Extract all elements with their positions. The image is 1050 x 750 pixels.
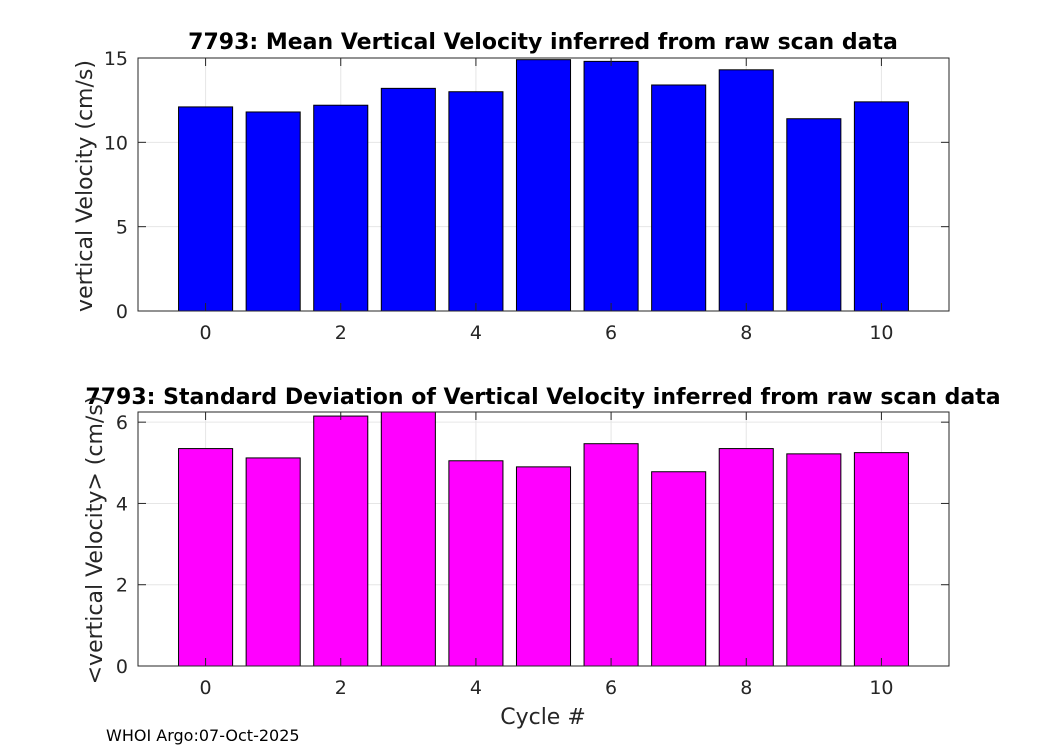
y-tick-label: 6 [116, 412, 128, 434]
bar-cycle-2 [313, 415, 369, 667]
bar-cycle-7 [651, 84, 707, 312]
bar-cycle-0 [178, 448, 234, 667]
bar-cycle-4 [448, 91, 504, 312]
y-tick-label: 2 [116, 575, 128, 597]
bar-cycle-10 [853, 101, 909, 312]
bar-cycle-1 [245, 457, 301, 667]
y-axis-label: vertical Velocity (cm/s) [73, 60, 98, 312]
bar-cycle-8 [718, 69, 774, 312]
y-tick-label: 0 [116, 301, 128, 323]
x-tick-label: 8 [740, 322, 752, 344]
x-tick-label: 2 [335, 677, 347, 699]
y-tick-label: 10 [104, 132, 128, 154]
bar-cycle-3 [380, 87, 436, 312]
x-tick-label: 10 [869, 677, 893, 699]
x-tick-label: 2 [335, 322, 347, 344]
y-axis-label: <vertical Velocity> (cm/s) [83, 396, 108, 685]
y-tick-label: 5 [116, 217, 128, 239]
mean-velocity-chart: 0 2 4 6 8 10 0 5 10 15 7793: Mean Vertical Velocit… [73, 30, 950, 344]
bar-cycle-1 [245, 111, 301, 312]
bar-cycle-6 [583, 443, 639, 667]
bar-cycle-9 [786, 118, 842, 312]
y-tick-label: 4 [116, 493, 128, 515]
x-axis-label: Cycle # [500, 705, 586, 730]
bar-cycle-7 [651, 471, 707, 667]
axes-frame [137, 57, 950, 312]
x-tick-label: 6 [605, 677, 617, 699]
axes-frame [137, 411, 950, 667]
bar-cycle-10 [853, 452, 909, 667]
chart-title: 7793: Standard Deviation of Vertical Vel… [85, 385, 1000, 410]
y-tick-label: 15 [104, 48, 128, 70]
footer-credit: WHOI Argo:07-Oct-2025 [106, 726, 300, 745]
x-tick-label: 6 [605, 322, 617, 344]
x-tick-label: 0 [200, 322, 212, 344]
bar-cycle-4 [448, 460, 504, 667]
x-tick-label: 0 [200, 677, 212, 699]
chart-title: 7793: Mean Vertical Velocity inferred fr… [188, 30, 898, 55]
bar-cycle-5 [515, 59, 572, 312]
bar-cycle-0 [178, 106, 234, 312]
x-tick-label: 10 [869, 322, 893, 344]
x-tick-label: 8 [740, 677, 752, 699]
x-tick-label: 4 [470, 322, 482, 344]
bar-cycle-2 [313, 104, 369, 312]
bar-cycle-8 [718, 448, 774, 667]
y-tick-label: 0 [116, 656, 128, 678]
x-tick-label: 4 [470, 677, 482, 699]
bar-cycle-3 [380, 411, 436, 667]
bar-cycle-6 [583, 60, 639, 312]
bar-cycle-9 [786, 453, 842, 667]
bar-cycle-5 [515, 466, 572, 667]
